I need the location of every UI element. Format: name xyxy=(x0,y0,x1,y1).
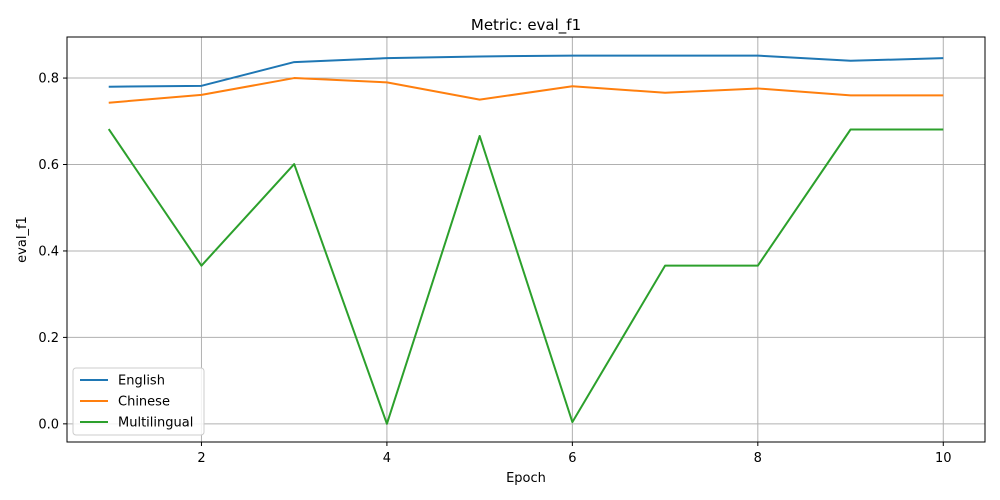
y-axis-title: eval_f1 xyxy=(15,216,30,263)
y-tick-label: 0.6 xyxy=(38,158,59,173)
x-tick-label: 10 xyxy=(935,451,952,466)
plot-area-frame xyxy=(66,36,986,443)
y-tick-label: 0.4 xyxy=(38,244,59,259)
y-tick-label: 0.0 xyxy=(38,417,59,432)
x-tick-label: 8 xyxy=(754,451,762,466)
y-tick-label: 0.8 xyxy=(38,72,59,87)
series-lines xyxy=(107,54,944,425)
series-line-multilingual xyxy=(107,128,944,425)
legend-items: English Chinese Multilingual xyxy=(80,374,193,431)
grid-lines xyxy=(67,37,985,442)
legend-box xyxy=(72,367,205,436)
x-tick-label: 2 xyxy=(197,451,205,466)
series-line-chinese xyxy=(108,77,944,104)
legend-label-multilingual: Multilingual xyxy=(118,416,193,431)
y-tick-label: 0.2 xyxy=(38,331,59,346)
legend-label-chinese: Chinese xyxy=(118,395,170,410)
x-tick-label: 6 xyxy=(568,451,576,466)
legend: English Chinese Multilingual xyxy=(72,367,205,436)
chart-title: Metric: eval_f1 xyxy=(471,16,581,35)
x-tick-label: 4 xyxy=(383,451,391,466)
series-line-english xyxy=(108,54,944,88)
legend-label-english: English xyxy=(118,374,165,389)
x-axis-title: Epoch xyxy=(506,471,546,486)
axis-ticks: 2 4 6 8 10 0.0 0.2 0.4 0.6 0.8 xyxy=(38,72,951,466)
